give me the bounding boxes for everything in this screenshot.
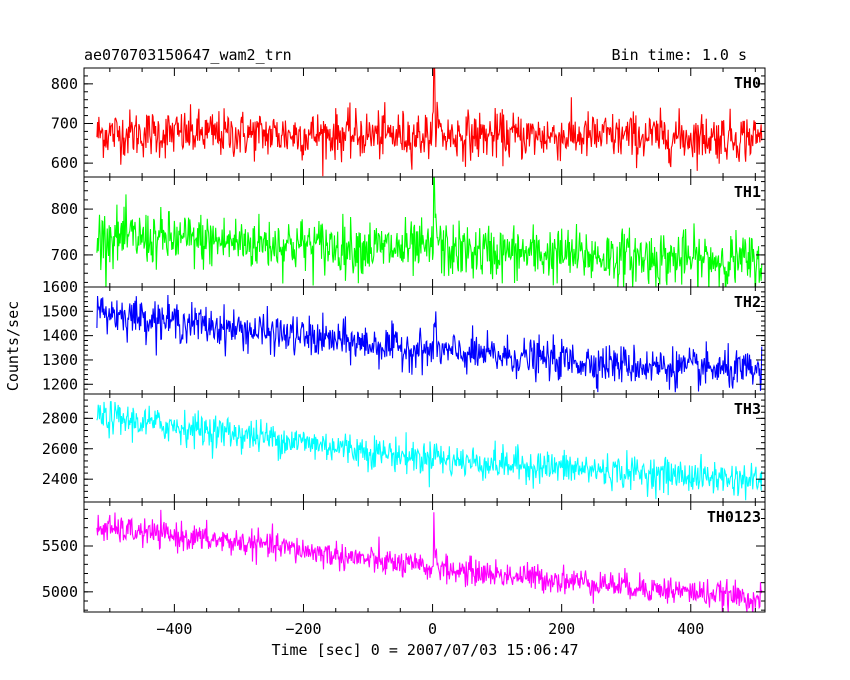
panel-label: TH3 xyxy=(734,400,761,418)
series-line-th3 xyxy=(96,401,763,501)
y-tick-label: 1400 xyxy=(42,327,78,345)
y-tick-label: 2800 xyxy=(42,409,78,427)
series-line-th2 xyxy=(96,295,763,393)
x-tick-label: 400 xyxy=(677,620,704,638)
y-tick-label: 600 xyxy=(51,154,78,172)
series-line-th0123 xyxy=(96,509,763,612)
y-tick-label: 2600 xyxy=(42,440,78,458)
y-tick-label: 700 xyxy=(51,114,78,132)
panel-label: TH0 xyxy=(734,74,761,92)
series-line-th0 xyxy=(96,68,763,177)
panel-th1: 700 800 TH1 xyxy=(51,176,766,288)
panel-label: TH0123 xyxy=(707,508,761,526)
y-tick-label: 1200 xyxy=(42,375,78,393)
panel-frame xyxy=(83,501,766,613)
x-tick-label: −400 xyxy=(156,620,192,638)
panel-label: TH2 xyxy=(734,293,761,311)
panel-frame xyxy=(83,67,766,178)
panel-th0123: 5000 5500 TH0123 xyxy=(42,501,766,613)
panel-th2: 1200 1300 1400 1500 1600 TH2 xyxy=(42,278,766,395)
panel-th3: 2400 2600 2800 TH3 xyxy=(42,393,766,503)
y-tick-label: 2400 xyxy=(42,470,78,488)
y-tick-label: 700 xyxy=(51,246,78,264)
chart-title: ae070703150647_wam2_trn xyxy=(84,46,292,64)
bin-time-label: Bin time: 1.0 s xyxy=(612,46,747,64)
panels-group: 600 700 800 TH0 700 800 TH1 1200 1300 1400 1500 160… xyxy=(42,67,766,613)
x-tick-label: 200 xyxy=(548,620,575,638)
y-tick-label: 1500 xyxy=(42,302,78,320)
y-tick-label: 800 xyxy=(51,200,78,218)
y-tick-label: 1600 xyxy=(42,278,78,296)
x-axis: −400 −200 0 200 400 xyxy=(156,620,704,638)
series-line-th1 xyxy=(96,177,763,287)
y-tick-label: 800 xyxy=(51,75,78,93)
x-axis-label: Time [sec] 0 = 2007/07/03 15:06:47 xyxy=(271,641,578,659)
panel-label: TH1 xyxy=(734,183,761,201)
y-tick-label: 5000 xyxy=(42,583,78,601)
panel-th0: 600 700 800 TH0 xyxy=(51,67,766,178)
y-axis-label: Counts/sec xyxy=(4,301,22,391)
x-tick-label: 0 xyxy=(428,620,437,638)
x-tick-label: −200 xyxy=(285,620,321,638)
y-tick-label: 1300 xyxy=(42,351,78,369)
y-tick-label: 5500 xyxy=(42,537,78,555)
